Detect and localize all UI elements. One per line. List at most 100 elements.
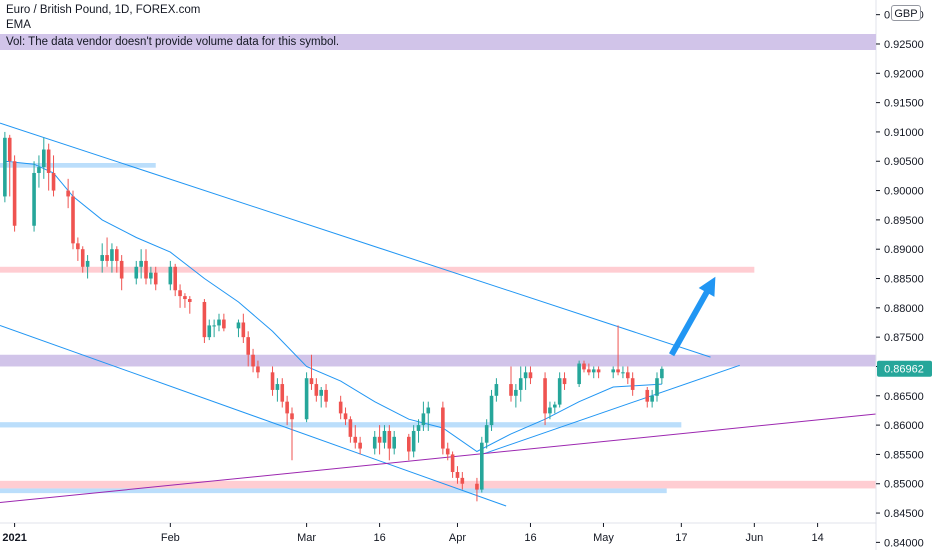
up-arrow-icon [669,276,716,357]
candle-body [475,483,479,490]
candle [202,299,207,344]
candle-body [353,436,358,443]
price-tick-label: 0.86000 [884,420,924,432]
candle [290,407,294,461]
candle [110,243,114,273]
price-tick-label: 0.86500 [884,391,924,403]
candle [387,425,392,461]
time-axis[interactable]: 2021 Feb Mar 16 Apr 16 May 17 Jun 14 [2,523,824,544]
candle [324,384,328,408]
candle [105,237,109,267]
price-axis[interactable]: 0.84000 0.84500 0.85000 0.85500 0.86000 0.865… [876,10,924,550]
candle [168,260,173,291]
candle [650,389,654,408]
zone-blue-3 [0,163,156,168]
candle-body [207,325,212,338]
candle [42,137,46,179]
candle [426,401,431,431]
candle [149,266,153,285]
candle-body [85,260,90,267]
trendline-blue-2 [481,364,740,455]
price-tick-label: 0.85000 [884,479,924,491]
zone-blue-4 [0,422,682,428]
candle [173,263,177,297]
candle [577,360,581,387]
candle [314,378,319,402]
time-tick-label: Jun [745,532,763,544]
candle [188,296,192,314]
candle [7,134,12,197]
candle [445,442,450,461]
candle [241,313,246,344]
candle-body [450,454,455,473]
time-tick-label: 14 [811,532,823,544]
ema-legend[interactable]: EMA [6,19,31,31]
price-tick-label: 0.87500 [884,332,924,344]
candle [348,416,353,443]
candle-body [543,378,547,414]
currency-button[interactable]: GBP [891,5,921,21]
candle [358,436,362,455]
candle-body [480,442,484,490]
candle-body [178,290,182,297]
candle-body [100,255,104,261]
price-tick-label: 0.92500 [884,39,924,51]
candle-body [494,384,499,396]
candle [217,313,221,332]
candle [489,389,494,431]
candle-body [650,395,654,402]
price-tick-label: 0.84000 [884,537,924,549]
last-price-tag: 0.86962 [877,360,932,377]
candle-body [51,172,56,191]
candle-body [392,436,396,449]
candle-body [314,384,319,396]
candle-body [621,372,625,374]
zone-blue-6 [0,488,667,494]
candle [441,401,445,455]
symbol-title[interactable]: Euro / British Pound, 1D, FOREX.com [6,4,201,16]
candle-body [110,249,114,261]
candle [421,401,426,431]
candle [626,366,630,385]
candle [475,477,479,502]
candle-body [115,249,119,261]
last-price-value: 0.86962 [884,364,924,376]
candle-body [275,384,280,390]
candle-body [134,266,139,279]
candle [66,178,70,209]
candle-body [144,260,148,279]
candle-body [304,378,309,420]
candle-body [139,260,143,267]
candle-body [119,260,124,279]
candle [455,466,460,484]
candle [611,366,615,379]
candle-body [188,299,192,302]
candle-body [655,378,659,396]
candle [562,372,567,390]
candle-body [7,137,12,162]
candle-body [251,354,255,367]
candle [548,401,552,420]
candle [153,266,158,291]
candle [275,378,280,402]
candle [523,366,528,390]
candle-body [577,363,581,385]
candle-body [153,272,158,285]
time-tick-label: 16 [524,532,536,544]
candle-body [222,319,226,329]
candle [51,155,56,197]
time-tick-label: 17 [675,532,687,544]
candle [139,249,143,279]
price-tick-label: 0.90000 [884,186,924,198]
candle-body [324,389,328,402]
last-price-badge [877,360,932,377]
candle [543,372,547,426]
candle [450,451,455,478]
candle [256,360,260,379]
candle-body [256,366,260,373]
candle-body [591,369,596,373]
candle-body [338,401,343,414]
candle [144,249,148,285]
